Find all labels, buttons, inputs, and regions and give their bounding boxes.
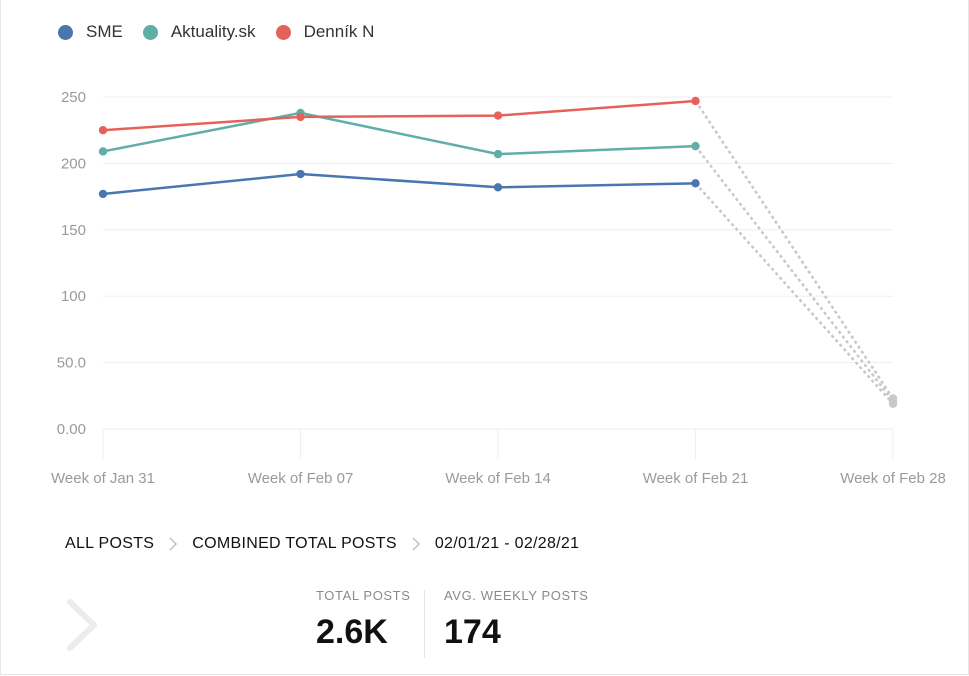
chevron-right-icon	[168, 536, 178, 552]
data-point-sme	[296, 169, 305, 179]
legend-marker-aktuality	[142, 24, 158, 40]
data-point-denn-k-n	[691, 96, 700, 106]
series-line-partial-sme	[694, 182, 894, 405]
y-tick-label: 150	[61, 222, 86, 239]
data-point-denn-k-n	[296, 112, 305, 122]
date-range: 02/01/21 - 02/28/21	[434, 535, 580, 552]
data-point-sme	[98, 189, 108, 199]
stat-avg-weekly-label: AVG. WEEKLY POSTS	[444, 588, 589, 603]
series-line-aktuality-sk	[102, 111, 696, 156]
data-point-denn-k-n	[888, 394, 898, 403]
x-tick-label: Week of Feb 14	[445, 470, 551, 487]
legend-item-sme[interactable]: SME	[58, 22, 123, 42]
x-tick-label: Week of Jan 31	[51, 470, 155, 487]
stat-divider	[424, 590, 425, 658]
breadcrumb: ALL POSTS COMBINED TOTAL POSTS 02/01/21 …	[65, 535, 579, 553]
y-tick-label: 0.00	[57, 421, 86, 438]
y-tick-label: 200	[61, 155, 86, 172]
data-point-sme	[493, 183, 503, 192]
y-tick-label: 50.0	[57, 355, 86, 372]
series-line-sme	[102, 172, 696, 196]
series-line-denn-k-n	[102, 99, 696, 132]
data-point-denn-k-n	[98, 126, 108, 135]
stat-total-posts-label: TOTAL POSTS	[316, 588, 411, 603]
data-point-aktuality-sk	[98, 147, 108, 156]
breadcrumb-combined-total-posts[interactable]: COMBINED TOTAL POSTS	[192, 535, 397, 552]
breadcrumb-all-posts[interactable]: ALL POSTS	[65, 535, 155, 552]
stat-avg-weekly-value: 174	[444, 613, 501, 651]
data-point-sme	[691, 179, 700, 188]
legend-label-aktuality: Aktuality.sk	[170, 22, 256, 41]
legend-label-sme: SME	[86, 22, 123, 41]
legend-marker-dennik-n	[275, 24, 291, 40]
legend-label-dennik-n: Denník N	[303, 22, 375, 41]
legend-item-dennik-n[interactable]: Denník N	[275, 22, 375, 42]
stat-avg-weekly-posts: AVG. WEEKLY POSTS 174	[444, 588, 589, 652]
chart-legend: SME Aktuality.sk Denník N	[58, 22, 394, 42]
series-line-partial-denn-k-n	[694, 100, 895, 400]
y-tick-label: 100	[61, 288, 86, 305]
data-point-aktuality-sk	[493, 149, 503, 159]
line-chart: 0.00 50.0 100 150 200 250 Week of Jan 31 Week o…	[51, 89, 946, 487]
x-tick-label: Week of Feb 21	[643, 470, 749, 487]
x-tick-label: Week of Feb 28	[840, 470, 946, 487]
chevron-left-icon[interactable]	[64, 598, 100, 657]
stat-total-posts: TOTAL POSTS 2.6K	[316, 588, 411, 652]
stat-total-posts-value: 2.6K	[316, 613, 388, 651]
legend-marker-sme	[58, 24, 73, 40]
legend-item-aktuality[interactable]: Aktuality.sk	[142, 22, 256, 42]
y-tick-label: 250	[61, 89, 86, 106]
data-point-aktuality-sk	[691, 141, 700, 151]
chevron-right-icon	[411, 536, 421, 552]
x-tick-label: Week of Feb 07	[248, 470, 354, 487]
data-point-denn-k-n	[493, 111, 503, 120]
